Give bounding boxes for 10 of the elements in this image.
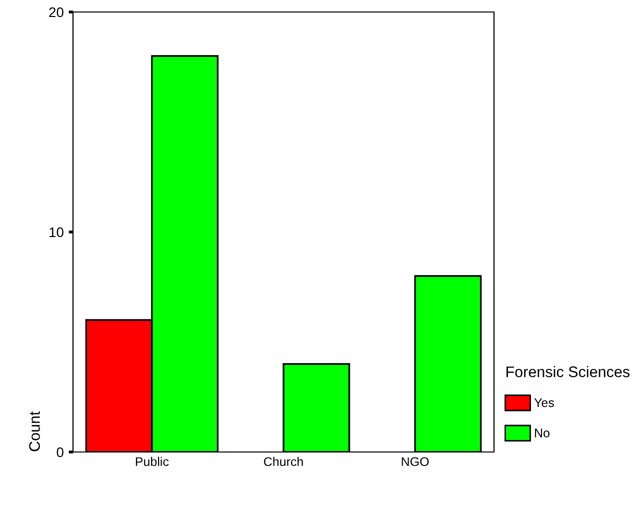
x-tick-label: Public [136,456,169,466]
x-tick-label: Church [264,456,303,466]
legend-label: Yes [534,398,554,408]
y-tick-label: 0 [56,447,64,458]
legend-label: No [535,428,550,438]
y-tick-label: 10 [50,227,64,238]
y-tick-label: 20 [49,7,64,18]
y-axis-title: Count [29,411,40,452]
legend-title: Forensic Sciences [506,366,630,378]
x-tick-label: NGO [402,457,429,466]
